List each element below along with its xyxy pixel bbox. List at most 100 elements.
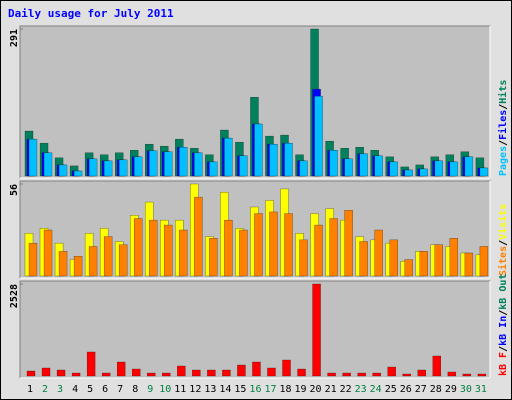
bar <box>103 160 113 177</box>
bar <box>282 359 291 377</box>
bar <box>164 151 173 177</box>
bar <box>224 137 233 177</box>
bar <box>147 372 156 377</box>
bar <box>43 229 53 277</box>
bar <box>267 367 276 377</box>
bar <box>479 167 489 177</box>
x-tick-label: 15 <box>234 384 246 395</box>
bar <box>26 370 36 377</box>
bar <box>179 147 188 177</box>
bar <box>449 238 459 277</box>
bar <box>447 371 457 377</box>
y-tick-label: 291 <box>9 29 20 47</box>
bar <box>387 366 396 377</box>
bar <box>164 224 173 277</box>
bar <box>194 196 203 277</box>
x-tick-label: 17 <box>264 384 276 395</box>
legend-separator: / <box>498 240 509 246</box>
bar <box>344 158 353 177</box>
bar <box>312 283 321 377</box>
x-tick-label: 11 <box>174 384 186 395</box>
bar <box>239 155 248 177</box>
legend-entry: Visits <box>497 204 509 240</box>
legend-entry: kB Out <box>498 274 509 310</box>
bar <box>434 244 444 277</box>
bar <box>103 236 113 277</box>
bar <box>464 156 474 177</box>
bar <box>177 365 186 377</box>
bar <box>464 252 474 277</box>
x-tick-label: 14 <box>219 384 231 395</box>
bar <box>389 161 398 177</box>
bar <box>329 150 338 177</box>
bar <box>132 368 141 377</box>
legend: kB F/kB In/kB Out <box>498 274 509 376</box>
x-tick-label: 16 <box>249 384 261 395</box>
bar <box>359 241 368 277</box>
bar <box>449 161 459 177</box>
x-tick-label: 3 <box>57 384 63 395</box>
legend-entry: Sites <box>497 246 509 276</box>
bar <box>314 224 323 277</box>
chart-title: Daily usage for July 2011 <box>8 7 174 20</box>
bar <box>297 368 306 377</box>
x-tick-label: 26 <box>400 384 412 395</box>
x-tick-label: 31 <box>475 384 487 395</box>
bar <box>71 372 81 377</box>
x-tick-label: 19 <box>295 384 307 395</box>
x-tick-label: 12 <box>189 384 201 395</box>
bar <box>134 156 143 177</box>
bar <box>101 372 111 377</box>
x-tick-label: 24 <box>370 384 382 395</box>
legend-entry: kB F <box>498 352 509 376</box>
bar <box>462 373 472 377</box>
bar <box>194 152 203 177</box>
x-tick-label: 28 <box>430 384 442 395</box>
x-tick-label: 18 <box>279 384 291 395</box>
bar <box>284 213 293 277</box>
bar <box>389 239 398 277</box>
bar <box>207 369 216 377</box>
bar <box>239 229 248 277</box>
bar <box>479 246 489 277</box>
legend-separator: / <box>498 140 509 146</box>
legend: Pages/Files/Hits <box>497 80 509 176</box>
bar <box>404 259 413 277</box>
bar <box>58 164 68 177</box>
bar <box>344 210 353 277</box>
x-tick-label: 20 <box>310 384 322 395</box>
bar <box>269 211 278 277</box>
bar <box>118 244 128 277</box>
bar <box>299 239 308 277</box>
x-tick-label: 23 <box>355 384 367 395</box>
legend-entry: Hits <box>497 80 509 104</box>
bar <box>327 372 336 377</box>
bar <box>374 155 383 177</box>
bar <box>417 369 426 377</box>
bar <box>252 361 261 377</box>
bar <box>402 373 411 377</box>
x-tick-label: 30 <box>460 384 472 395</box>
x-tick-label: 5 <box>87 384 93 395</box>
x-tick-label: 10 <box>159 384 171 395</box>
bar <box>149 219 158 277</box>
bar <box>329 218 338 277</box>
legend-separator: / <box>498 104 509 110</box>
bar <box>118 159 128 177</box>
bar <box>73 170 83 177</box>
legend-entry: Files <box>497 110 509 140</box>
x-tick-label: 9 <box>147 384 153 395</box>
bar <box>192 369 201 377</box>
y-tick-label: 56 <box>9 184 20 196</box>
x-tick-label: 29 <box>445 384 457 395</box>
legend-separator: / <box>498 310 509 316</box>
bar <box>269 143 278 177</box>
y-tick-label: 2528 <box>9 284 20 308</box>
bar <box>179 229 188 277</box>
x-tick-label: 2 <box>42 384 48 395</box>
bar <box>254 123 263 177</box>
x-tick-label: 4 <box>72 384 78 395</box>
bar <box>56 369 66 377</box>
x-tick-label: 21 <box>325 384 337 395</box>
bar <box>209 161 218 177</box>
